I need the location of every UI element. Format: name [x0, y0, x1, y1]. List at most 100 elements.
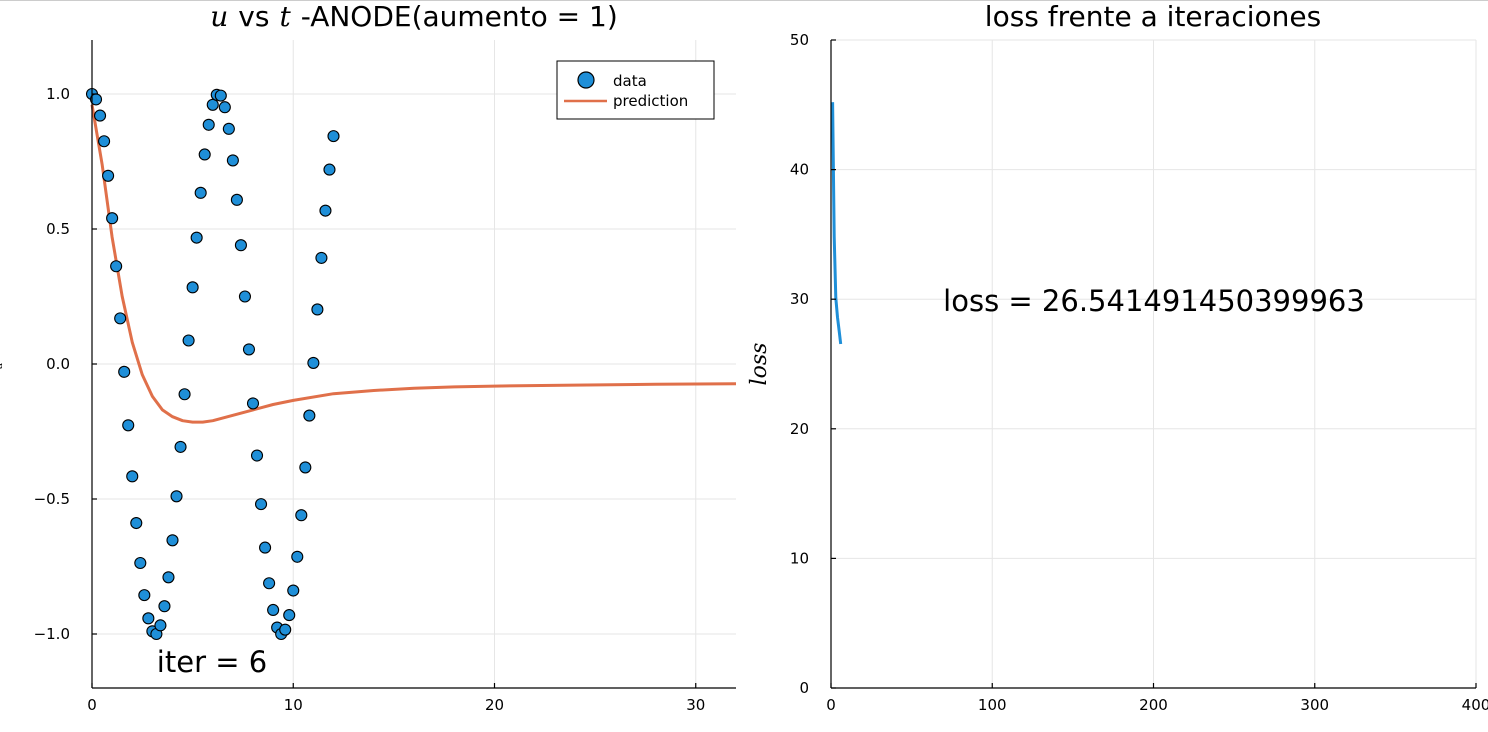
data-point	[214, 89, 227, 102]
loss-annotation: loss = 26.541491450399963	[943, 284, 1365, 318]
left-x-tick-label: 30	[686, 696, 705, 714]
title-symbol-t: t	[279, 0, 291, 33]
right-plot-title: loss frente a iteraciones	[985, 0, 1321, 33]
left-y-axis-label: u	[0, 362, 5, 369]
data-point	[327, 130, 340, 143]
data-point	[323, 163, 336, 176]
title-symbol-u: u	[210, 0, 228, 33]
data-point	[178, 388, 191, 401]
right-y-axis-label: loss	[747, 343, 772, 386]
data-point	[287, 584, 300, 597]
data-point	[279, 623, 292, 636]
right-x-tick-label: 100	[978, 696, 1007, 714]
data-point	[106, 212, 119, 225]
data-point	[142, 612, 155, 625]
right-x-tick-label: 300	[1300, 696, 1329, 714]
data-point	[218, 101, 231, 114]
data-point	[110, 260, 123, 273]
data-point	[242, 343, 256, 356]
data-series	[85, 87, 340, 641]
data-point	[263, 577, 276, 590]
data-point	[307, 356, 320, 369]
data-point	[254, 498, 268, 511]
data-point	[311, 303, 324, 316]
right-grid	[830, 39, 1477, 689]
right-y-tick-label: 50	[790, 31, 809, 49]
legend-marker-data	[577, 71, 595, 89]
data-point	[190, 231, 203, 244]
left-plot: u vs t -ANODE(aumento = 1) 0 10 20 30−1.0−0.50…	[0, 0, 737, 714]
data-point	[174, 440, 187, 453]
data-point	[206, 98, 219, 111]
title-rest: -ANODE(aumento = 1)	[301, 0, 618, 33]
iter-annotation: iter = 6	[157, 645, 267, 679]
right-x-tick-label: 200	[1139, 696, 1168, 714]
prediction-series	[90, 104, 737, 424]
data-point	[182, 334, 195, 347]
left-x-tick-label: 10	[284, 696, 303, 714]
right-tick-labels: 0 100 200 300 400 0 10 20 30 40 50	[790, 31, 1488, 714]
data-point	[154, 619, 167, 632]
data-point	[295, 509, 308, 522]
right-y-tick-label: 30	[790, 290, 809, 308]
left-plot-title: u vs t -ANODE(aumento = 1)	[210, 0, 618, 33]
data-point	[158, 600, 171, 613]
left-y-tick-label: 0.0	[46, 355, 70, 373]
data-point	[186, 281, 199, 294]
title-vs: vs	[238, 0, 269, 33]
left-y-tick-label: −1.0	[34, 625, 70, 643]
left-grid	[91, 40, 736, 688]
data-point	[250, 449, 264, 462]
left-x-tick-label: 20	[485, 696, 504, 714]
data-point	[202, 118, 215, 131]
right-y-tick-label: 0	[799, 679, 809, 697]
data-point	[267, 603, 280, 617]
data-point	[162, 571, 175, 584]
right-y-tick-label: 10	[790, 549, 809, 567]
data-point	[283, 609, 296, 622]
data-point	[315, 251, 328, 264]
data-point	[319, 204, 332, 217]
data-point	[130, 516, 143, 530]
data-point	[170, 490, 183, 503]
loss-series	[831, 102, 843, 345]
left-x-tick-label: 0	[87, 696, 97, 714]
data-point	[122, 419, 135, 432]
data-point	[114, 312, 127, 325]
right-y-tick-label: 20	[790, 420, 809, 438]
loss-line	[831, 102, 843, 345]
prediction-line	[90, 104, 737, 424]
data-point	[194, 186, 207, 199]
legend-box	[556, 60, 715, 120]
data-point	[198, 148, 211, 161]
data-point	[222, 122, 235, 135]
data-point	[291, 550, 304, 563]
data-point	[303, 409, 316, 422]
data-point	[230, 193, 243, 206]
right-x-tick-label: 400	[1462, 696, 1488, 714]
data-point	[238, 290, 251, 303]
right-y-tick-label: 40	[790, 161, 809, 179]
data-point	[134, 556, 147, 570]
legend-label-prediction: prediction	[613, 92, 688, 110]
data-point	[259, 541, 272, 554]
legend: data prediction	[556, 60, 715, 120]
left-y-tick-label: 1.0	[46, 85, 70, 103]
data-point	[299, 461, 312, 474]
right-axes	[830, 39, 1477, 689]
data-point	[138, 589, 151, 602]
data-point	[94, 109, 107, 122]
data-point	[126, 470, 139, 483]
data-point	[166, 534, 179, 547]
left-y-tick-label: 0.5	[46, 220, 70, 238]
left-tick-labels: 0 10 20 30 −1.0 −0.5 0.0 0.5 1.0	[34, 85, 706, 714]
data-point	[102, 169, 115, 182]
data-point	[118, 365, 131, 378]
data-point	[246, 397, 260, 410]
legend-label-data: data	[613, 72, 647, 90]
right-x-tick-label: 0	[826, 696, 836, 714]
left-axes	[91, 40, 736, 689]
data-point	[98, 135, 111, 148]
data-point	[234, 239, 247, 252]
